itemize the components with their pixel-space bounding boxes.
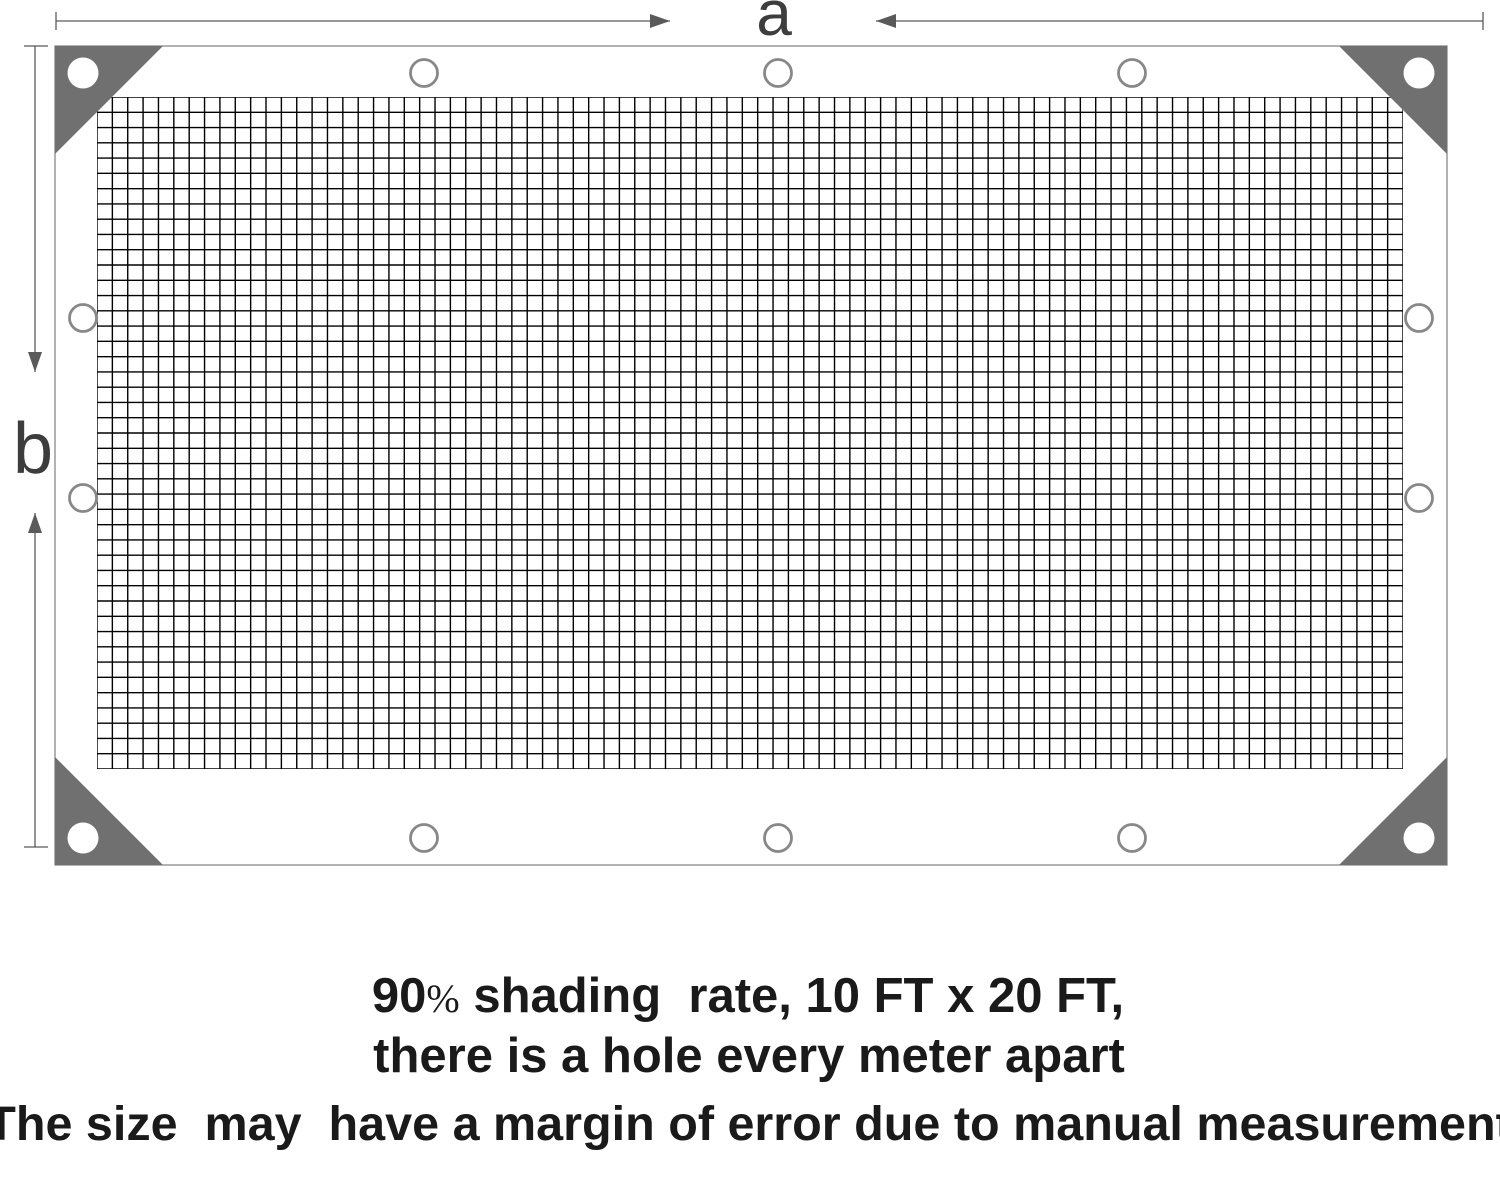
- svg-text:The size may have a margin o: The size may have a margin of error due …: [0, 1097, 1500, 1151]
- svg-text:b: b: [13, 409, 53, 489]
- svg-text:90% shading rate, 10 FT x 20: 90% shading rate, 10 FT x 20 FT,: [372, 969, 1124, 1023]
- svg-text:there is a hole every meter ap: there is a hole every meter apart: [373, 1029, 1125, 1083]
- svg-text:a: a: [756, 0, 792, 49]
